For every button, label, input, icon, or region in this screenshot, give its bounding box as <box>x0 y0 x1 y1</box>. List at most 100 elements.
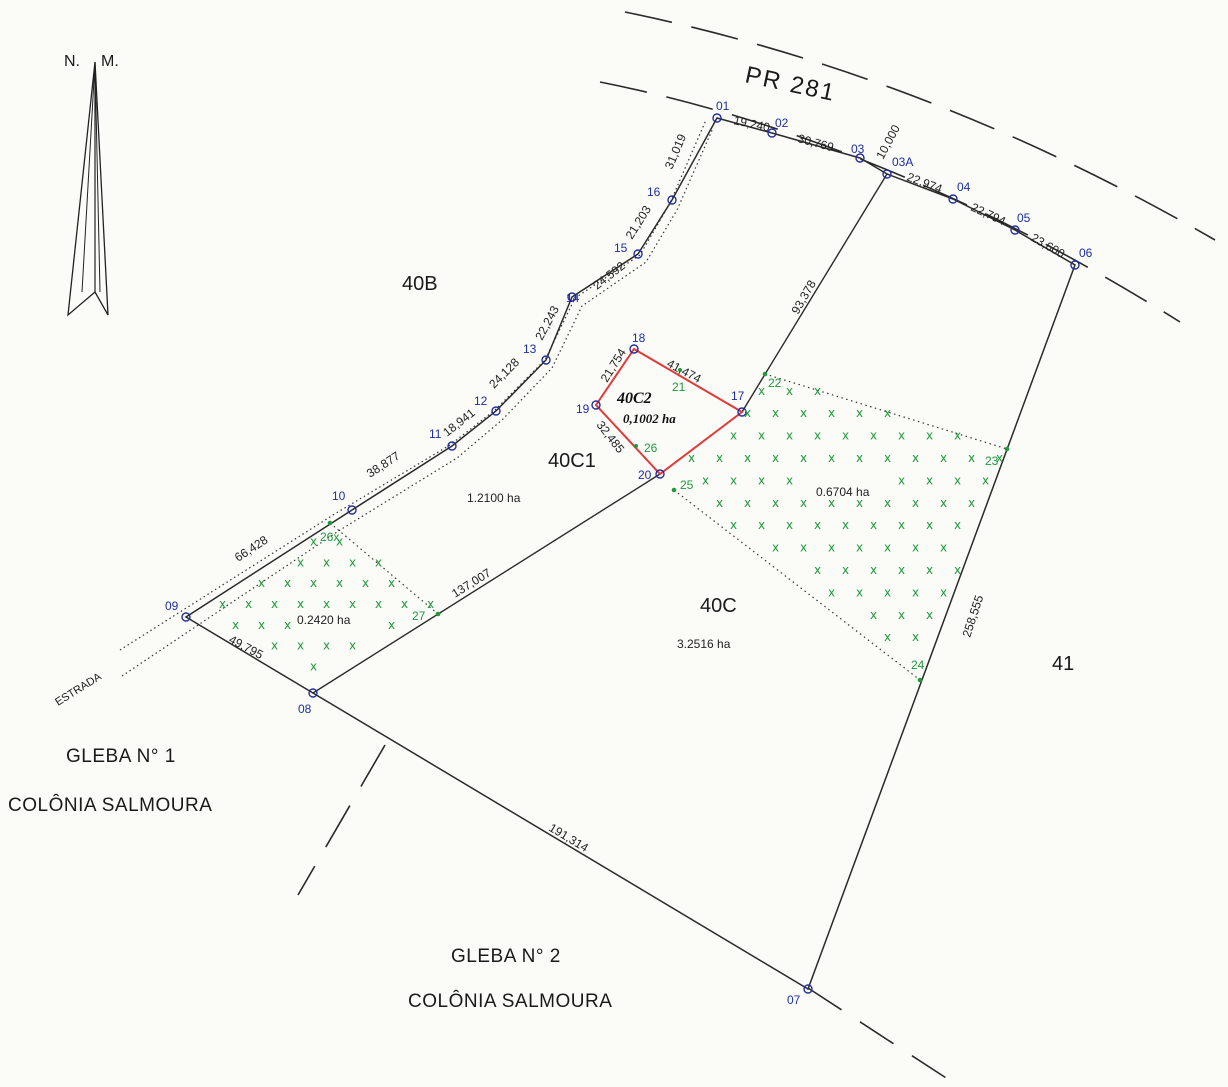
hatch-mark: x <box>702 473 709 487</box>
hatch-mark: x <box>884 451 891 465</box>
point-label: 02 <box>775 116 789 130</box>
vertex-marker <box>1070 260 1080 270</box>
vertex-marker <box>767 128 777 138</box>
hatch-mark: x <box>898 518 905 532</box>
distance-label: 24,592 <box>590 259 628 293</box>
point-label: 15 <box>614 241 628 255</box>
hatch-mark: x <box>258 618 265 632</box>
hatch-mark: x <box>940 585 947 599</box>
hatch-mark: x <box>219 597 226 611</box>
gleba-1-line2: COLÔNIA SALMOURA <box>8 794 212 816</box>
north-label-right: M. <box>101 53 119 70</box>
hatch-mark: x <box>375 597 382 611</box>
gleba-divider-southeast <box>807 987 961 1087</box>
vertex-marker <box>181 612 191 622</box>
property-boundary <box>184 117 1076 991</box>
point-label: 19 <box>576 402 590 416</box>
hatch-mark: x <box>271 639 278 653</box>
hatch-mark: x <box>758 384 765 398</box>
point-label: 13 <box>523 342 537 356</box>
estrada-label: ESTRADA <box>53 670 104 708</box>
point-label: 11 <box>429 427 442 441</box>
hatch-mark: x <box>297 555 304 569</box>
hatch-mark: x <box>716 451 723 465</box>
lot-40c1-area: 1.2100 ha <box>467 491 521 505</box>
lot-40c2-label: 40C2 <box>616 390 652 407</box>
vertex-marker <box>948 194 958 204</box>
hatch-mark: x <box>898 429 905 443</box>
zone-west-dotted <box>329 522 439 615</box>
hatch-mark: x <box>349 555 356 569</box>
lot-40c-area: 3.2516 ha <box>677 637 731 651</box>
zone-east-dotted <box>764 373 1008 450</box>
hatch-mark: x <box>912 451 919 465</box>
gleba-2-line1: GLEBA N° 2 <box>451 946 561 967</box>
hatch-mark: x <box>842 563 849 577</box>
hatch-mark: x <box>940 496 947 510</box>
hatch-mark: x <box>842 429 849 443</box>
vertex-marker <box>308 688 318 698</box>
hatch-mark: x <box>772 451 779 465</box>
point-label: 20 <box>638 468 652 482</box>
hatch-mark: x <box>744 451 751 465</box>
hatch-mark: x <box>898 473 905 487</box>
hatch-mark: x <box>297 639 304 653</box>
hatch-mark: x <box>786 384 793 398</box>
hatch-mark: x <box>730 429 737 443</box>
hatch-mark: x <box>954 473 961 487</box>
point-label: 03A <box>892 155 913 169</box>
hatch-mark: x <box>828 406 835 420</box>
distance-label: 66,428 <box>232 533 271 565</box>
point-label: 03 <box>851 142 865 156</box>
north-arrow-icon <box>67 61 109 317</box>
hatch-mark: x <box>800 496 807 510</box>
point-label: 04 <box>957 180 971 194</box>
vertex-marker <box>567 292 577 302</box>
road-edge-south <box>599 81 1181 323</box>
point-label: 08 <box>298 702 312 716</box>
hatch-mark: x <box>856 406 863 420</box>
hatch-mark: x <box>954 518 961 532</box>
zone-west-area: 0.2420 ha <box>297 613 351 627</box>
hatch-mark: x <box>284 576 291 590</box>
hatch-mark: x <box>336 576 343 590</box>
hatch-mark: x <box>912 630 919 644</box>
point-label: 23 <box>985 454 999 468</box>
hatch-mark: x <box>271 597 278 611</box>
hatch-mark: x <box>926 429 933 443</box>
hatch-mark: x <box>758 473 765 487</box>
lot-41-label: 41 <box>1052 653 1074 675</box>
distance-label: 30,769 <box>796 131 835 154</box>
vertex-marker <box>347 505 357 515</box>
hatch-mark: x <box>884 541 891 555</box>
vertex-marker <box>655 469 665 479</box>
point-label: 16 <box>647 185 661 199</box>
hatch-mark: x <box>772 496 779 510</box>
hatch-mark: x <box>870 563 877 577</box>
point-label: 17 <box>731 389 745 403</box>
distance-label: 19,240 <box>732 113 771 134</box>
distance-label: 49,795 <box>227 632 266 662</box>
point-label: 21 <box>672 380 686 394</box>
vertex-marker <box>629 344 639 354</box>
hatch-mark: x <box>856 585 863 599</box>
point-label: 05 <box>1017 211 1031 225</box>
gleba-1-line1: GLEBA N° 1 <box>66 746 176 767</box>
hatch-mark: x <box>884 585 891 599</box>
hatch-mark: x <box>968 496 975 510</box>
hatch-mark: x <box>870 608 877 622</box>
hatch-mark: x <box>297 597 304 611</box>
vertex-marker <box>491 406 501 416</box>
line-03a-17 <box>741 173 888 413</box>
hatch-mark: x <box>800 406 807 420</box>
hatch-mark: x <box>926 473 933 487</box>
hatch-mark: x <box>427 597 434 611</box>
hatch-mark: x <box>730 518 737 532</box>
hatch-mark: x <box>349 597 356 611</box>
hatch-mark: x <box>258 576 265 590</box>
distance-label: 38,877 <box>364 449 403 481</box>
point-label: 14 <box>566 291 580 305</box>
point-label: 24 <box>911 658 925 672</box>
hatch-mark: x <box>926 518 933 532</box>
hatch-mark: x <box>940 451 947 465</box>
